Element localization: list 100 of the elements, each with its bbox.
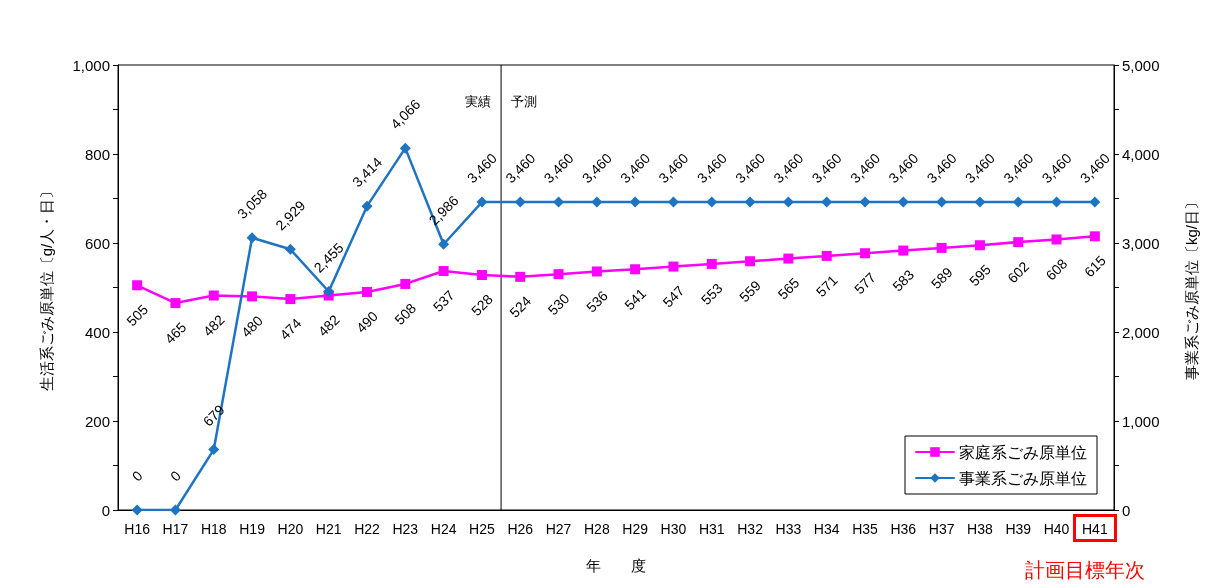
point [1013, 237, 1024, 248]
data-label: 508 [391, 299, 420, 328]
data-label: 577 [851, 269, 880, 298]
point [630, 264, 641, 275]
x-tick-label: H22 [354, 521, 381, 537]
point [553, 269, 564, 280]
point [400, 278, 411, 289]
x-tick-label: H19 [239, 521, 266, 537]
text: 計画目標年次 [1024, 559, 1145, 581]
point [361, 200, 373, 212]
x-tick-label: H40 [1043, 521, 1070, 537]
point [821, 250, 832, 261]
point [284, 243, 296, 255]
point [1051, 234, 1062, 245]
point [247, 291, 258, 302]
y-tick-label: 200 [84, 412, 110, 430]
x-tick-label: H39 [1005, 521, 1032, 537]
point [208, 290, 219, 301]
point [859, 196, 871, 208]
data-label: 482 [314, 311, 343, 340]
point [1089, 231, 1100, 242]
y2-tick-label: 4,000 [1122, 145, 1160, 163]
data-label: 608 [1042, 255, 1071, 284]
data-label: 0 [167, 467, 185, 485]
x-tick-label: H26 [507, 521, 534, 537]
data-label: 474 [276, 315, 305, 343]
x-tick-label: H36 [890, 521, 917, 537]
point [131, 504, 143, 516]
point [629, 196, 641, 208]
data-label: 490 [353, 307, 382, 336]
y-tick-label: 0 [101, 501, 110, 519]
point [974, 196, 986, 208]
data-label: 524 [506, 292, 535, 321]
data-label: 465 [161, 319, 190, 347]
point [898, 245, 909, 256]
data-label: 536 [582, 287, 611, 316]
point [285, 294, 296, 305]
point [668, 261, 679, 272]
data-label: 602 [1004, 258, 1033, 287]
y-tick-label: 600 [84, 234, 110, 252]
x-tick-label: H18 [200, 521, 227, 537]
data-label: 615 [1080, 252, 1109, 281]
y-tick-label: 1,000 [72, 56, 110, 74]
y-tick-label: 400 [84, 323, 110, 341]
legend-label: 家庭系ごみ原単位 [959, 443, 1087, 461]
point [591, 266, 602, 277]
data-label: 0 [128, 467, 146, 485]
y2-tick-label: 3,000 [1122, 234, 1160, 252]
point [323, 286, 335, 298]
point [476, 270, 487, 281]
point [745, 256, 756, 267]
point [438, 266, 449, 277]
x-tick-label: H32 [737, 521, 764, 537]
point [208, 444, 220, 456]
y2-axis-title: 事業系ごみ原単位〔kg/日〕 [1183, 194, 1200, 381]
point [170, 298, 181, 309]
point [399, 142, 411, 154]
data-label: 553 [697, 279, 726, 308]
x-tick-label: H16 [124, 521, 151, 537]
point [438, 238, 450, 250]
data-label: 530 [544, 290, 573, 319]
data-label: 565 [774, 274, 803, 303]
data-label: 547 [659, 282, 688, 311]
point [936, 242, 947, 253]
point [1089, 196, 1101, 208]
x-tick-label: H24 [430, 521, 457, 537]
x-tick-label: H27 [545, 521, 572, 537]
data-label: 571 [812, 271, 841, 300]
annotation: 実績 [465, 93, 492, 109]
data-label: 595 [966, 261, 994, 290]
x-tick-label: H41 [1082, 521, 1108, 537]
point [514, 196, 526, 208]
y-axis-title: 生活系ごみ原単位〔g/人・日〕 [38, 183, 55, 392]
annotation: 予測 [511, 93, 538, 109]
data-label: 541 [621, 285, 650, 314]
x-tick-label: H23 [392, 521, 419, 537]
x-tick-label: H34 [813, 521, 840, 537]
point [744, 196, 756, 208]
x-tick-label: H31 [698, 521, 725, 537]
y2-tick-label: 5,000 [1122, 56, 1160, 74]
data-label: 528 [468, 290, 496, 319]
x-tick-label: H37 [928, 521, 955, 537]
data-label: 559 [736, 277, 765, 306]
x-tick-label: H29 [622, 521, 649, 537]
data-label: 480 [238, 312, 267, 341]
x-tick-label: H17 [162, 521, 189, 537]
point [783, 253, 794, 264]
data-label: 679 [199, 401, 228, 430]
y2-tick-label: 1,000 [1122, 412, 1160, 430]
y2-tick-label: 0 [1122, 501, 1131, 519]
point [362, 286, 372, 297]
point [706, 196, 718, 208]
y-tick-label: 800 [84, 145, 110, 163]
legend-label: 事業系ごみ原単位 [959, 469, 1087, 487]
x-axis-title: 年 度 [586, 557, 646, 574]
point [860, 248, 870, 259]
data-label: 589 [927, 263, 956, 292]
x-tick-label: H30 [660, 521, 687, 537]
point [476, 196, 488, 208]
x-tick-label: H20 [277, 521, 304, 537]
